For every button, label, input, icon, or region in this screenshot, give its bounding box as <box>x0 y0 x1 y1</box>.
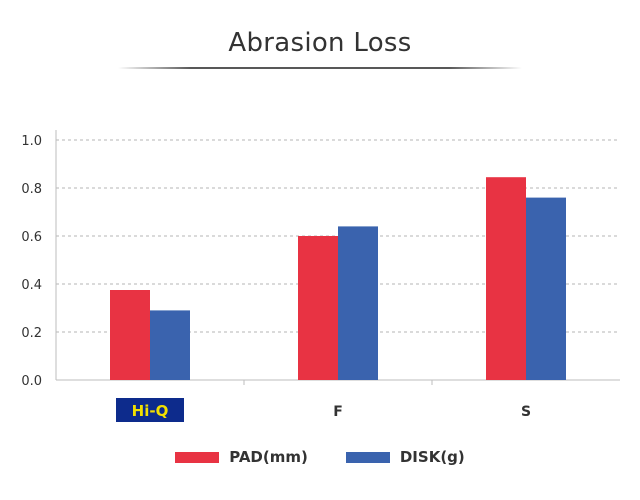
y-tick-label: 1.0 <box>21 134 42 149</box>
hi-q-logo-badge <box>116 398 184 422</box>
legend-swatch-pad <box>175 451 220 463</box>
bar-diskg-f <box>338 226 378 380</box>
legend-item-pad: PAD(mm) <box>175 448 308 466</box>
y-tick-label: 0.2 <box>21 326 42 341</box>
legend-label-pad: PAD(mm) <box>229 448 308 466</box>
y-tick-label: 0.6 <box>21 230 42 245</box>
x-tick-label: S <box>521 404 531 420</box>
bar-padmm-hiq <box>110 290 150 380</box>
bar-diskg-s <box>526 197 566 380</box>
bar-diskg-hiq <box>150 310 190 380</box>
x-tick-label: F <box>333 404 343 420</box>
chart-title: Abrasion Loss <box>228 28 412 58</box>
y-tick-label: 0.0 <box>21 374 42 389</box>
bar-padmm-f <box>298 236 338 380</box>
legend-label-disk: DISK(g) <box>399 448 465 466</box>
title-underline <box>118 67 522 69</box>
bar-chart: 0.0 0.2 0.4 0.6 0.8 1.0 Hi-Q F S <box>21 130 620 422</box>
legend-swatch-disk <box>345 451 390 463</box>
x-tick-label: Hi-Q <box>132 402 169 420</box>
legend-item-disk: DISK(g) <box>345 448 465 466</box>
y-tick-label: 0.4 <box>21 278 42 293</box>
legend: PAD(mm) DISK(g) <box>0 448 640 466</box>
y-tick-label: 0.8 <box>21 182 42 197</box>
bar-padmm-s <box>486 177 526 380</box>
